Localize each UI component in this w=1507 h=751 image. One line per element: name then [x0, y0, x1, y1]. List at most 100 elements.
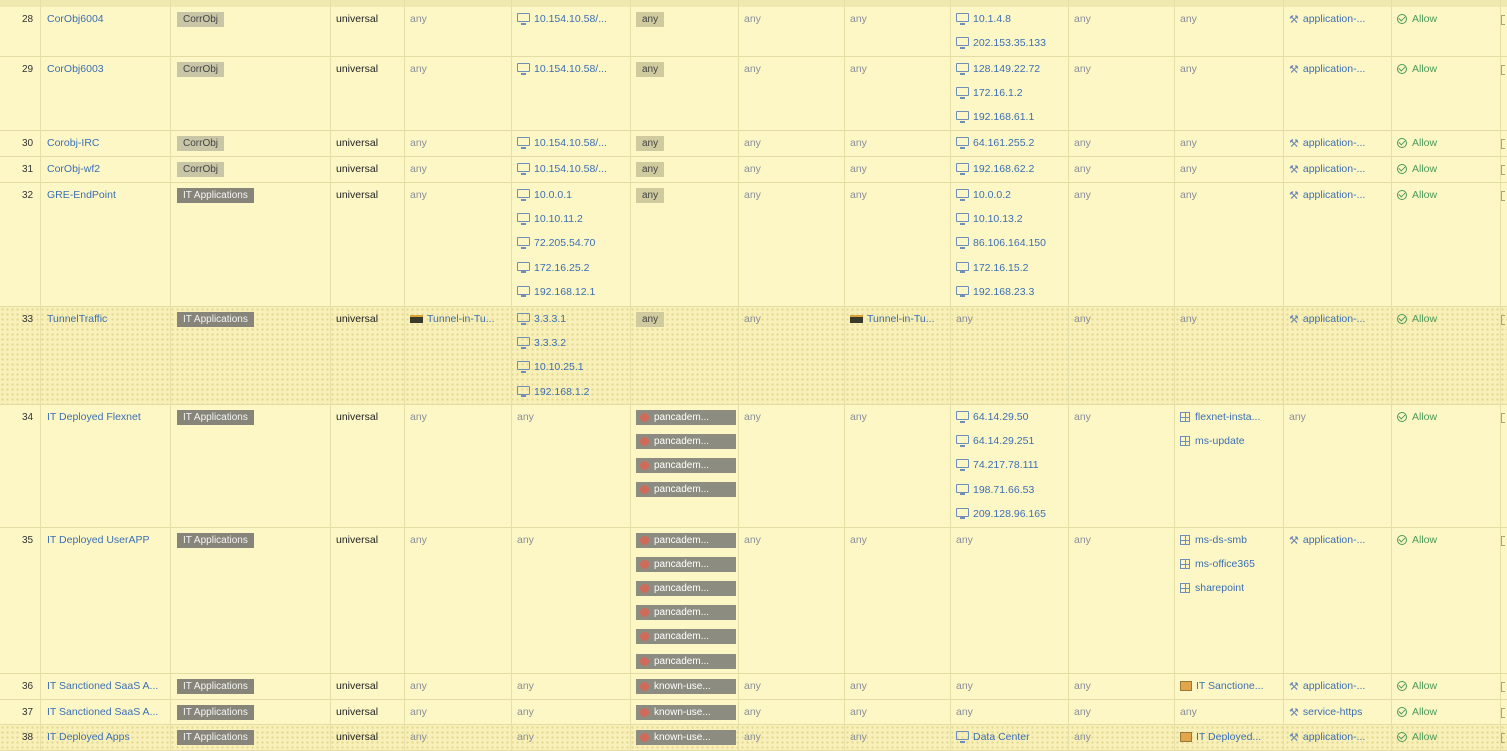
- source-user-badge[interactable]: pancadem...: [636, 556, 736, 572]
- source-zone[interactable]: any: [410, 725, 512, 749]
- source-address[interactable]: 72.205.54.70: [517, 231, 631, 255]
- source-address-text[interactable]: 10.154.10.58/...: [534, 13, 607, 26]
- destination-address-text[interactable]: 10.1.4.8: [973, 13, 1011, 26]
- tag-badge[interactable]: IT Applications: [177, 678, 254, 694]
- source-user-text[interactable]: pancadem...: [654, 411, 710, 423]
- action-text[interactable]: Allow: [1412, 137, 1438, 150]
- action-text[interactable]: Allow: [1412, 189, 1438, 202]
- source-zone[interactable]: Tunnel-in-Tu...: [410, 307, 512, 331]
- tag-badge[interactable]: IT Applications: [177, 704, 254, 720]
- source-address-text[interactable]: 10.0.0.1: [534, 189, 572, 202]
- rule-name-link[interactable]: CorObj6004: [47, 7, 172, 31]
- source-user[interactable]: pancadem...: [636, 649, 739, 673]
- action-text[interactable]: Allow: [1412, 731, 1438, 744]
- rule-name-text[interactable]: GRE-EndPoint: [47, 189, 116, 202]
- tag-badge[interactable]: IT Applications: [177, 187, 254, 203]
- destination-address-text[interactable]: 172.16.15.2: [973, 261, 1029, 274]
- source-address[interactable]: 10.154.10.58/...: [517, 7, 631, 31]
- destination-address-text[interactable]: 209.128.96.165: [973, 507, 1046, 520]
- source-address-text[interactable]: 192.168.12.1: [534, 285, 596, 298]
- destination-address[interactable]: 192.168.62.2: [956, 157, 1069, 181]
- policy-row[interactable]: 29 CorObj6003 CorrObj universal any 10.154.10…: [0, 57, 1507, 131]
- application-item[interactable]: ms-office365: [1180, 552, 1284, 576]
- source-user[interactable]: known-use...: [636, 674, 739, 698]
- application-item-text[interactable]: ms-ds-smb: [1195, 534, 1247, 547]
- rule-name-text[interactable]: TunnelTraffic: [47, 313, 108, 326]
- source-user-badge[interactable]: known-use...: [636, 704, 736, 720]
- rule-tag[interactable]: IT Applications: [177, 307, 331, 331]
- destination-zone[interactable]: any: [850, 405, 951, 429]
- action-text[interactable]: Allow: [1412, 313, 1438, 326]
- source-user-text[interactable]: known-use...: [654, 680, 711, 692]
- source-user[interactable]: pancadem...: [636, 478, 739, 502]
- source-user-badge[interactable]: pancadem...: [636, 532, 736, 548]
- destination-zone[interactable]: any: [850, 700, 951, 724]
- rule-tag[interactable]: IT Applications: [177, 528, 331, 552]
- source-address[interactable]: 10.154.10.58/...: [517, 157, 631, 181]
- source-address[interactable]: 10.154.10.58/...: [517, 57, 631, 81]
- rule-tag[interactable]: IT Applications: [177, 700, 331, 724]
- tag-badge[interactable]: IT Applications: [177, 311, 254, 327]
- source-address[interactable]: 3.3.3.2: [517, 331, 631, 355]
- source-user[interactable]: pancadem...: [636, 453, 739, 477]
- source-user-badge[interactable]: pancadem...: [636, 653, 736, 669]
- destination-zone[interactable]: any: [850, 183, 951, 207]
- destination-address[interactable]: 172.16.15.2: [956, 256, 1069, 280]
- policy-row[interactable]: 33 TunnelTraffic IT Applications universal T…: [0, 307, 1507, 405]
- source-user-badge[interactable]: any: [636, 135, 665, 151]
- rule-name-text[interactable]: IT Sanctioned SaaS A...: [47, 706, 159, 719]
- policy-row[interactable]: 35 IT Deployed UserAPP IT Applications univ…: [0, 528, 1507, 674]
- source-zone-text[interactable]: Tunnel-in-Tu...: [427, 313, 495, 326]
- source-user[interactable]: any: [636, 7, 739, 31]
- source-user[interactable]: pancadem...: [636, 552, 739, 576]
- tag-badge[interactable]: CorrObj: [177, 135, 225, 151]
- service-profile[interactable]: ⚒ application-...: [1289, 725, 1392, 749]
- rule-name-link[interactable]: IT Deployed Flexnet: [47, 405, 172, 429]
- destination-address-text[interactable]: 172.16.1.2: [973, 87, 1023, 100]
- source-zone[interactable]: any: [410, 131, 512, 155]
- application-item-text[interactable]: ms-office365: [1195, 558, 1255, 571]
- source-user[interactable]: pancadem...: [636, 528, 739, 552]
- rule-tag[interactable]: CorrObj: [177, 131, 331, 155]
- source-user[interactable]: any: [636, 183, 739, 207]
- source-user-badge[interactable]: known-use...: [636, 729, 736, 745]
- destination-zone-text[interactable]: any: [850, 680, 867, 693]
- source-address[interactable]: 10.0.0.1: [517, 183, 631, 207]
- action[interactable]: Allow: [1397, 674, 1501, 698]
- source-user-badge[interactable]: pancadem...: [636, 409, 736, 425]
- service-profile-text[interactable]: application-...: [1302, 680, 1366, 693]
- service-profile[interactable]: ⚒ application-...: [1289, 57, 1392, 81]
- destination-zone-text[interactable]: any: [850, 411, 867, 424]
- destination-address-text[interactable]: 86.106.164.150: [973, 237, 1046, 250]
- policy-row[interactable]: 38 IT Deployed Apps IT Applications univers…: [0, 725, 1507, 751]
- service-profile[interactable]: ⚒ application-...: [1289, 131, 1392, 155]
- application-item[interactable]: flexnet-insta...: [1180, 405, 1284, 429]
- source-user-badge[interactable]: any: [636, 61, 665, 77]
- destination-address[interactable]: 202.153.35.133: [956, 31, 1069, 55]
- source-user-text[interactable]: pancadem...: [654, 459, 710, 471]
- service-profile-text[interactable]: application-...: [1302, 163, 1366, 176]
- source-user[interactable]: pancadem...: [636, 405, 739, 429]
- rule-tag[interactable]: IT Applications: [177, 183, 331, 207]
- source-user-badge[interactable]: any: [636, 311, 665, 327]
- source-zone-text[interactable]: any: [410, 411, 427, 424]
- source-user-text[interactable]: pancadem...: [654, 484, 710, 496]
- application-group[interactable]: IT Sanctione...: [1180, 674, 1284, 698]
- source-user-badge[interactable]: pancadem...: [636, 482, 736, 498]
- action[interactable]: Allow: [1397, 183, 1501, 207]
- tag-badge[interactable]: IT Applications: [177, 532, 254, 548]
- source-user-text[interactable]: known-use...: [654, 731, 711, 743]
- destination-address-text[interactable]: 192.168.23.3: [973, 285, 1035, 298]
- destination-zone-text[interactable]: Tunnel-in-Tu...: [867, 313, 935, 326]
- action[interactable]: Allow: [1397, 700, 1501, 724]
- source-zone[interactable]: any: [410, 405, 512, 429]
- destination-address[interactable]: 64.161.255.2: [956, 131, 1069, 155]
- source-address[interactable]: 192.168.12.1: [517, 280, 631, 304]
- policy-row[interactable]: 37 IT Sanctioned SaaS A... IT Applications…: [0, 700, 1507, 725]
- destination-address-text[interactable]: 202.153.35.133: [973, 37, 1046, 50]
- source-user-badge[interactable]: any: [636, 187, 665, 203]
- destination-address[interactable]: 172.16.1.2: [956, 81, 1069, 105]
- source-zone-text[interactable]: any: [410, 163, 427, 176]
- service-profile[interactable]: ⚒ application-...: [1289, 157, 1392, 181]
- source-user-text[interactable]: pancadem...: [654, 607, 710, 619]
